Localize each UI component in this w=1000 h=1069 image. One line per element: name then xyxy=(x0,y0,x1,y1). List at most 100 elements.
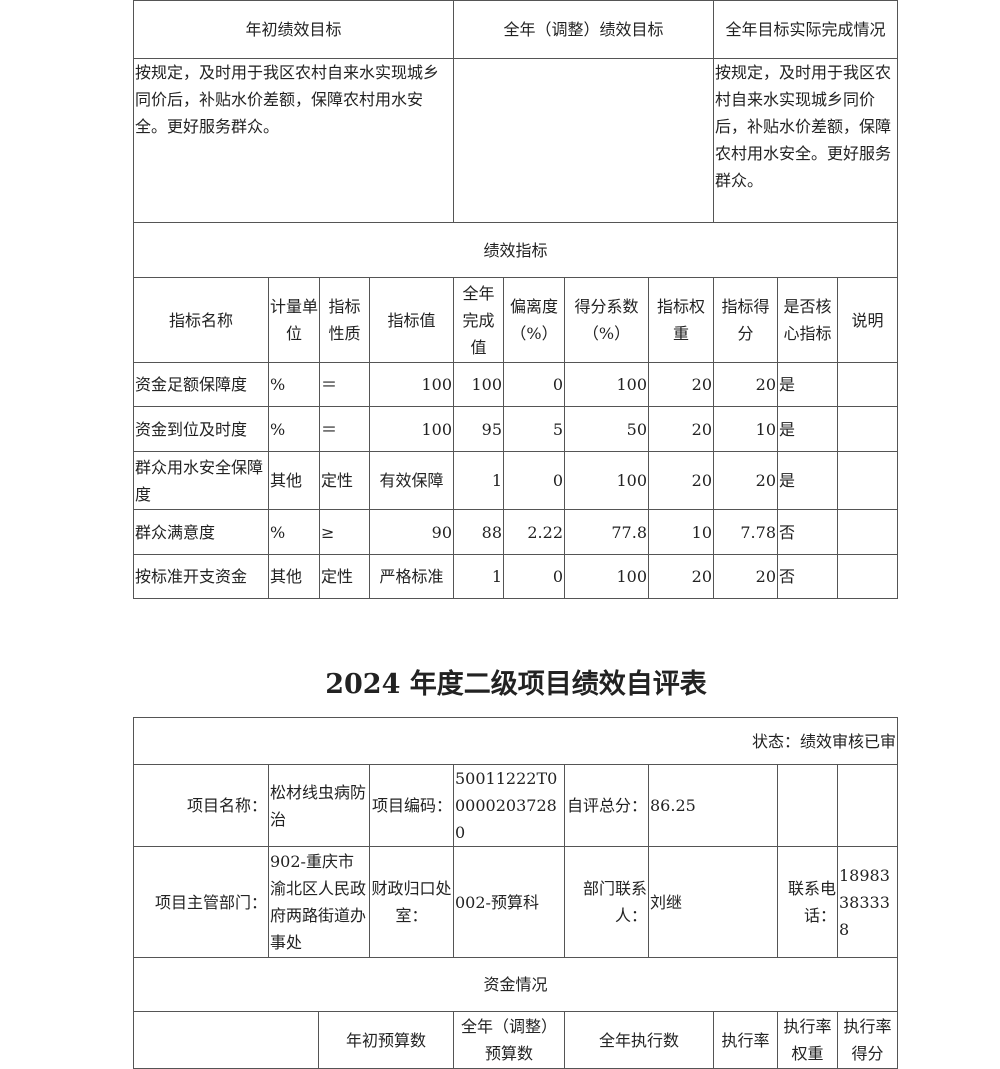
funds-header: 执行率 xyxy=(713,1011,778,1069)
indicator-cell: 100 xyxy=(369,362,454,407)
funds-header: 执行率权重 xyxy=(777,1011,838,1069)
score-label: 自评总分： xyxy=(564,764,649,847)
indicator-cell xyxy=(837,554,898,599)
indicator-cell: 100 xyxy=(564,362,649,407)
indicator-cell: 20 xyxy=(648,406,714,452)
indicator-cell: 20 xyxy=(713,362,778,407)
indicator-cell: 95 xyxy=(453,406,504,452)
initial-goal-text: 按规定，及时用于我区农村自来水实现城乡同价后，补贴水价差额，保障农村用水安全。更… xyxy=(133,58,454,223)
indicator-cell: 20 xyxy=(713,554,778,599)
header-actual-completion: 全年目标实际完成情况 xyxy=(713,0,898,59)
indicator-header: 偏离度（%） xyxy=(503,277,565,363)
indicator-header: 指标名称 xyxy=(133,277,269,363)
funds-header: 全年执行数 xyxy=(564,1011,714,1069)
project-name: 松材线虫病防治 xyxy=(268,764,370,847)
indicator-header-row: 指标名称 计量单位 指标性质 指标值 全年完成值 偏离度（%） 得分系数（%） 指标权重 指标得… xyxy=(133,277,898,363)
indicator-cell: 否 xyxy=(777,509,838,555)
header-initial-goal: 年初绩效目标 xyxy=(133,0,454,59)
status-text: 状态：绩效审核已审 xyxy=(133,717,898,765)
indicator-cell: 否 xyxy=(777,554,838,599)
contact-label: 部门联系人： xyxy=(564,846,649,958)
indicator-cell: 1 xyxy=(453,554,504,599)
indicator-header: 指标值 xyxy=(369,277,454,363)
dept: 902-重庆市渝北区人民政府两路街道办事处 xyxy=(268,846,370,958)
indicator-cell: 88 xyxy=(453,509,504,555)
indicator-cell: 90 xyxy=(369,509,454,555)
project-name-label: 项目名称： xyxy=(133,764,269,847)
contact: 刘继 xyxy=(648,846,778,958)
indicator-cell: 1 xyxy=(453,451,504,510)
indicator-header: 指标权重 xyxy=(648,277,714,363)
indicator-header: 指标得分 xyxy=(713,277,778,363)
indicator-cell: 定性 xyxy=(319,451,370,510)
indicator-row: 群众满意度% ≥90 88 2.22 77.8 10 7.78 否 xyxy=(133,509,898,555)
funds-header: 全年（调整）预算数 xyxy=(453,1011,565,1069)
total-score: 86.25 xyxy=(648,764,778,847)
indicator-cell: 77.8 xyxy=(564,509,649,555)
indicator-row: 资金足额保障度% ＝ 100 100 0 100 20 20 是 xyxy=(133,362,898,407)
header-adjusted-goal: 全年（调整）绩效目标 xyxy=(453,0,714,59)
indicator-cell: 是 xyxy=(777,451,838,510)
indicator-cell: 是 xyxy=(777,406,838,452)
indicator-cell: % xyxy=(268,509,320,555)
indicator-header: 是否核心指标 xyxy=(777,277,838,363)
empty-cell xyxy=(837,764,898,847)
indicator-cell: 群众用水安全保障度 xyxy=(133,451,269,510)
indicator-cell: 是 xyxy=(777,362,838,407)
indicator-cell: 20 xyxy=(648,554,714,599)
indicator-cell: 10 xyxy=(648,509,714,555)
indicator-cell xyxy=(837,406,898,452)
indicator-cell: 群众满意度 xyxy=(133,509,269,555)
indicator-cell: % xyxy=(268,406,320,452)
indicator-cell: 0 xyxy=(503,362,565,407)
indicator-cell: 2.22 xyxy=(503,509,565,555)
indicator-row: 按标准开支资金 其他 定性 严格标准 1 0 100 20 20 否 xyxy=(133,554,898,599)
performance-goals-table: 年初绩效目标 全年（调整）绩效目标 全年目标实际完成情况 按规定，及时用于我区农… xyxy=(133,0,898,599)
funds-header: 执行率得分 xyxy=(837,1011,898,1069)
indicator-cell: 50 xyxy=(564,406,649,452)
funds-header: 年初预算数 xyxy=(318,1011,454,1069)
indicator-cell: 20 xyxy=(648,451,714,510)
indicator-cell: % xyxy=(268,362,320,407)
empty-cell xyxy=(777,764,838,847)
indicator-cell: ＝ xyxy=(319,362,370,407)
finance-label: 财政归口处室： xyxy=(369,846,454,958)
adjusted-goal-text xyxy=(453,58,714,223)
indicator-cell: 20 xyxy=(713,451,778,510)
indicator-header: 计量单位 xyxy=(268,277,320,363)
indicator-cell: 其他 xyxy=(268,451,320,510)
indicator-cell: 0 xyxy=(503,451,565,510)
indicator-cell: 5 xyxy=(503,406,565,452)
indicator-cell: ＝ xyxy=(319,406,370,452)
self-evaluation-table: 状态：绩效审核已审 项目名称： 松材线虫病防治 项目编码： 50011222T0… xyxy=(133,717,898,1069)
project-code-label: 项目编码： xyxy=(369,764,454,847)
indicator-cell: 100 xyxy=(564,554,649,599)
indicator-header: 全年完成值 xyxy=(453,277,504,363)
empty-cell xyxy=(133,1011,319,1069)
indicator-cell: 按标准开支资金 xyxy=(133,554,269,599)
indicator-cell xyxy=(837,451,898,510)
indicator-row: 群众用水安全保障度 其他 定性 有效保障 1 0 100 20 20 是 xyxy=(133,451,898,510)
indicator-cell: 资金到位及时度 xyxy=(133,406,269,452)
indicator-cell xyxy=(837,362,898,407)
indicator-header: 指标性质 xyxy=(319,277,370,363)
indicator-cell: 7.78 xyxy=(713,509,778,555)
indicator-cell: 100 xyxy=(369,406,454,452)
indicator-cell: 0 xyxy=(503,554,565,599)
project-code: 50011222T000002037280 xyxy=(453,764,565,847)
indicator-cell: 10 xyxy=(713,406,778,452)
indicator-cell: ≥ xyxy=(319,509,370,555)
indicator-cell: 定性 xyxy=(319,554,370,599)
indicator-cell: 资金足额保障度 xyxy=(133,362,269,407)
indicator-cell: 100 xyxy=(453,362,504,407)
indicator-cell: 20 xyxy=(648,362,714,407)
finance-office: 002-预算科 xyxy=(453,846,565,958)
phone-label: 联系电话： xyxy=(777,846,838,958)
section-funds: 资金情况 xyxy=(133,957,898,1012)
indicator-cell xyxy=(837,509,898,555)
section-indicators: 绩效指标 xyxy=(133,222,898,278)
indicator-cell: 100 xyxy=(564,451,649,510)
indicator-header: 说明 xyxy=(837,277,898,363)
phone: 18983383338 xyxy=(837,846,898,958)
indicator-cell: 严格标准 xyxy=(369,554,454,599)
